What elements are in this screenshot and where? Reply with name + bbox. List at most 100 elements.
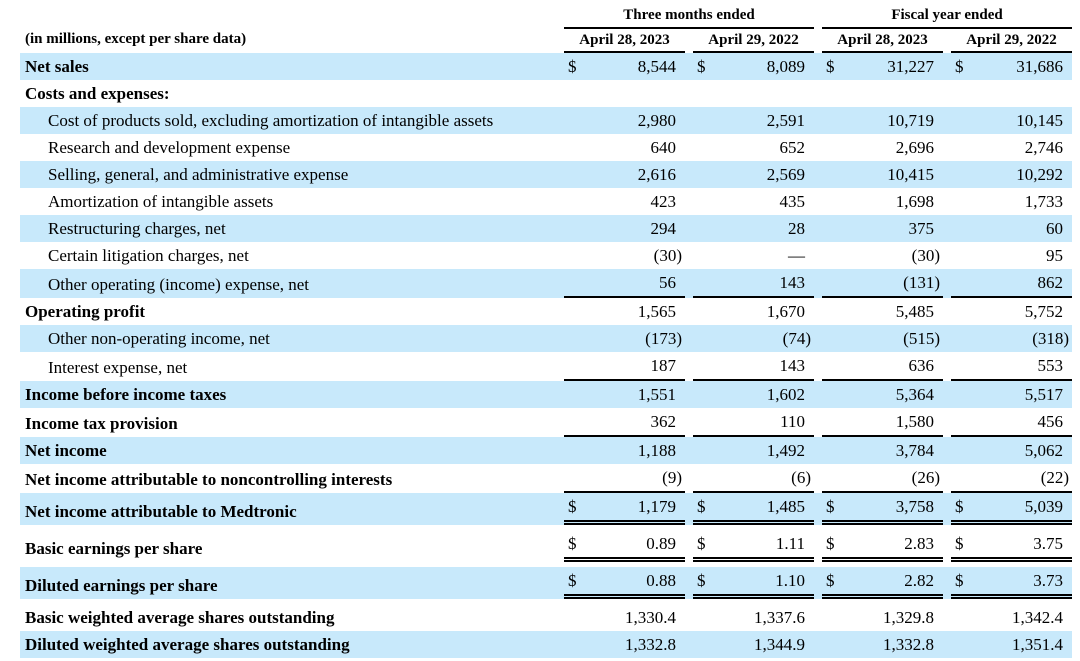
cell-three-months-2023: $1,179 — [556, 493, 685, 525]
cell-fiscal-year-2022: 553 — [943, 352, 1073, 381]
dollar-sign: $ — [697, 57, 706, 76]
cell-box: 56 — [564, 269, 685, 298]
cell-box: 1,492 — [693, 437, 814, 464]
cell-value: 10,415 — [887, 165, 934, 184]
cell-box: 1,332.8 — [822, 631, 943, 658]
cell-box: 2,616 — [564, 161, 685, 188]
cell-value: 31,227 — [887, 57, 934, 76]
dollar-sign: $ — [568, 534, 577, 553]
cell-box: 10,145 — [951, 107, 1072, 134]
cell-value: (74) — [782, 329, 811, 348]
cell-value: 2,591 — [766, 111, 805, 130]
cell-value: 435 — [779, 192, 806, 211]
cell-box — [822, 80, 943, 107]
cell-value: 1,179 — [637, 497, 676, 516]
cell-box: (318) — [951, 325, 1072, 352]
cell-fiscal-year-2023: 10,719 — [814, 107, 943, 134]
corner-empty-cell — [20, 2, 556, 29]
cell-three-months-2023: 1,565 — [556, 298, 685, 325]
cell-value: 8,544 — [637, 57, 676, 76]
row-label: Interest expense, net — [48, 358, 188, 377]
dollar-sign: $ — [568, 571, 577, 590]
cell-three-months-2023: 1,188 — [556, 437, 685, 464]
cell-box: $31,686 — [951, 53, 1072, 80]
cell-box: 5,752 — [951, 298, 1072, 325]
cell-three-months-2022: 1,344.9 — [685, 631, 814, 658]
cell-value: 2,569 — [766, 165, 805, 184]
cell-three-months-2023: (173) — [556, 325, 685, 352]
cell-value: 1,188 — [637, 441, 676, 460]
cell-box: $2.82 — [822, 567, 943, 599]
cell-value: 1.11 — [775, 534, 805, 553]
dollar-sign: $ — [697, 497, 706, 516]
cell-box — [693, 80, 814, 107]
table-row: Net income attributable to Medtronic $1,1… — [20, 493, 1073, 525]
cell-box: 2,746 — [951, 134, 1072, 161]
cell-box: $3.75 — [951, 530, 1073, 562]
cell-box: 1,670 — [693, 298, 814, 325]
cell-value: 1,580 — [895, 412, 934, 431]
row-label: Basic weighted average shares outstandin… — [25, 608, 335, 627]
table-row: Other operating (income) expense, net 56 1… — [20, 269, 1073, 298]
cell-box: 1,188 — [564, 437, 685, 464]
income-statement-table: Three months ended Fiscal year ended (in… — [20, 2, 1073, 658]
table-row: Costs and expenses: — [20, 80, 1072, 107]
cell-box: — — [693, 242, 814, 269]
cell-box: $8,089 — [693, 53, 814, 80]
cell-fiscal-year-2023: 2,696 — [814, 134, 943, 161]
cell-value: 0.88 — [646, 571, 676, 590]
cell-value: 95 — [1046, 246, 1064, 265]
cell-box: 10,719 — [822, 107, 943, 134]
cell-fiscal-year-2023: 1,580 — [814, 408, 943, 437]
dollar-sign: $ — [826, 534, 835, 553]
cell-box: (515) — [822, 325, 943, 352]
cell-fiscal-year-2023: 5,485 — [814, 298, 943, 325]
cell-three-months-2023: $8,544 — [556, 53, 685, 80]
cell-box: 5,517 — [951, 381, 1072, 408]
cell-three-months-2023: 294 — [556, 215, 685, 242]
cell-box: 3,784 — [822, 437, 943, 464]
cell-box — [564, 80, 685, 107]
cell-box: (22) — [951, 464, 1073, 493]
cell-box: 143 — [693, 352, 814, 381]
cell-box: $5,039 — [951, 493, 1073, 525]
cell-fiscal-year-2023: $2.82 — [814, 567, 943, 599]
cell-fiscal-year-2023: 1,698 — [814, 188, 943, 215]
row-label: Certain litigation charges, net — [48, 246, 249, 265]
cell-three-months-2023: 1,551 — [556, 381, 685, 408]
cell-value: 5,364 — [895, 385, 934, 404]
table-row: Operating profit 1,565 1,670 5,485 5,752 — [20, 298, 1072, 325]
cell-value: 1,485 — [766, 497, 805, 516]
cell-box: 187 — [564, 352, 685, 381]
cell-three-months-2022: 1,602 — [685, 381, 814, 408]
cell-value: 1,551 — [637, 385, 676, 404]
dollar-sign: $ — [826, 497, 835, 516]
cell-three-months-2022: 1,670 — [685, 298, 814, 325]
cell-value: 2,980 — [637, 111, 676, 130]
cell-three-months-2022: $1,485 — [685, 493, 814, 525]
cell-three-months-2022: $1.10 — [685, 567, 814, 599]
group-label: Fiscal year ended — [822, 3, 1073, 29]
cell-box: (9) — [564, 464, 685, 493]
cell-fiscal-year-2023: 3,784 — [814, 437, 943, 464]
cell-box: 294 — [564, 215, 685, 242]
cell-fiscal-year-2022: 60 — [943, 215, 1073, 242]
cell-box: $0.88 — [564, 567, 685, 599]
cell-value: 2.83 — [904, 534, 934, 553]
cell-fiscal-year-2022: $31,686 — [943, 53, 1073, 80]
cell-box: 1,337.6 — [693, 604, 814, 631]
dollar-sign: $ — [955, 497, 964, 516]
cell-value: 456 — [1037, 412, 1064, 431]
cell-box: 10,292 — [951, 161, 1072, 188]
cell-fiscal-year-2023: $2.83 — [814, 530, 943, 562]
table-row: Interest expense, net 187 143 636 553 — [20, 352, 1073, 381]
cell-value: 375 — [908, 219, 935, 238]
cell-value: 187 — [650, 356, 677, 375]
cell-box: 5,364 — [822, 381, 943, 408]
cell-value: (173) — [645, 329, 682, 348]
units-note: (in millions, except per share data) — [25, 31, 247, 47]
cell-box: 60 — [951, 215, 1072, 242]
cell-box: 362 — [564, 408, 685, 437]
cell-box: $1.10 — [693, 567, 814, 599]
